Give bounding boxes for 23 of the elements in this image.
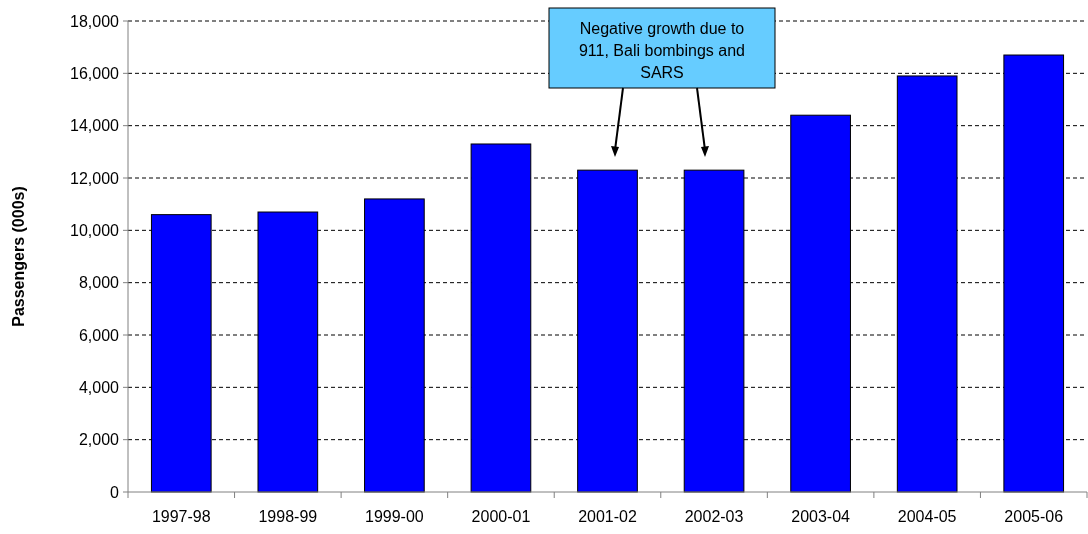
x-tick-label: 1999-00 — [365, 508, 424, 525]
x-tick-label: 2001-02 — [578, 508, 637, 525]
y-axis-title: Passengers (000s) — [10, 186, 27, 327]
bar — [1003, 54, 1065, 493]
bar — [470, 143, 532, 493]
y-tick-label: 12,000 — [70, 169, 120, 187]
y-tick-label: 6,000 — [78, 326, 120, 344]
y-tick-label: 0 — [110, 483, 120, 501]
x-tick-label: 2002-03 — [684, 508, 744, 525]
y-tick-label: 16,000 — [70, 64, 120, 82]
y-tick-label: 2,000 — [78, 431, 120, 449]
y-tick-label: 18,000 — [70, 12, 120, 30]
annotation: Negative growth due to 911, Bali bombings and SARS — [578, 20, 746, 81]
y-tick-label: 10,000 — [70, 221, 120, 239]
x-tick-label: 2004-05 — [897, 508, 957, 525]
x-tick-label: 2000-01 — [471, 508, 531, 525]
y-tick-label: 14,000 — [70, 117, 120, 135]
x-tick-label: 1998-99 — [258, 508, 318, 525]
y-tick-label: 4,000 — [78, 378, 120, 396]
x-tick-label: 2005-06 — [1004, 508, 1064, 525]
x-tick-label: 2003-04 — [791, 508, 851, 525]
y-tick-label: 8,000 — [78, 274, 120, 292]
x-tick-label: 1997-98 — [151, 508, 211, 525]
